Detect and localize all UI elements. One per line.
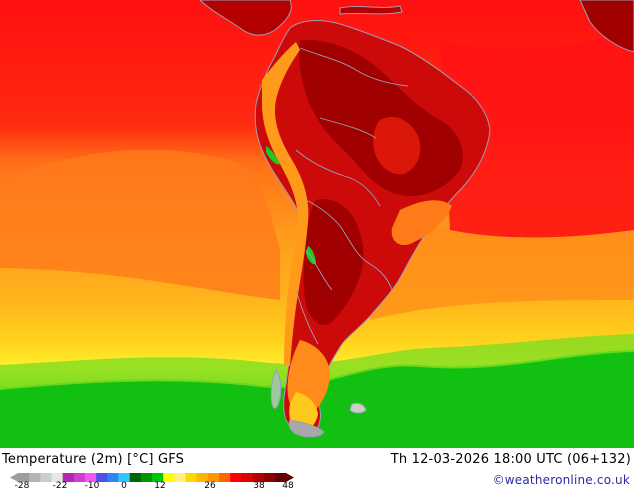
scale-swatch bbox=[207, 473, 220, 482]
scale-swatch bbox=[196, 473, 209, 482]
scale-swatch bbox=[152, 473, 164, 482]
chile-coast-islands bbox=[270, 369, 282, 409]
credit-link[interactable]: ©weatheronline.co.uk bbox=[492, 473, 630, 487]
amazon-hot-region bbox=[299, 39, 463, 196]
scale-tick-label: 48 bbox=[282, 481, 294, 491]
tropical-atlantic-red bbox=[440, 30, 634, 238]
scale-swatch bbox=[230, 473, 242, 482]
scale-swatch bbox=[174, 473, 186, 482]
temperature-map bbox=[0, 0, 634, 448]
caribbean-islands bbox=[339, 5, 403, 15]
chaco-hot-region bbox=[303, 199, 364, 325]
scale-swatch bbox=[85, 473, 97, 482]
scale-swatch bbox=[40, 473, 52, 482]
scale-arrow-left bbox=[10, 473, 18, 482]
brazil-coast-warm bbox=[391, 200, 452, 246]
scale-tick-label: -22 bbox=[52, 481, 68, 491]
scale-swatch bbox=[263, 473, 276, 482]
scale-swatch bbox=[51, 473, 64, 482]
scale-swatch bbox=[252, 473, 265, 482]
scale-tick-label: 12 bbox=[154, 481, 166, 491]
scale-tick-label: 0 bbox=[121, 481, 127, 491]
central-america-land bbox=[199, 0, 292, 36]
scale-swatch bbox=[29, 473, 41, 482]
scale-tick-label: -28 bbox=[14, 481, 30, 491]
scale-tick-label: 38 bbox=[253, 481, 265, 491]
scale-swatch bbox=[107, 473, 119, 482]
falkland-islands bbox=[349, 402, 367, 414]
scale-swatch bbox=[274, 473, 287, 482]
scale-swatch bbox=[219, 473, 231, 482]
scale-swatch bbox=[62, 473, 75, 482]
southern-cool-band bbox=[0, 334, 634, 390]
scale-swatch bbox=[241, 473, 253, 482]
country-borders bbox=[295, 47, 409, 345]
pacific-warm-band bbox=[0, 149, 280, 300]
scale-swatch bbox=[140, 473, 153, 482]
tierra-del-fuego bbox=[288, 419, 325, 438]
scale-swatch bbox=[96, 473, 108, 482]
scale-tick-label: 26 bbox=[204, 481, 216, 491]
brazil-highlands-warm bbox=[373, 116, 421, 175]
scale-tick-label: -10 bbox=[84, 481, 100, 491]
scale-swatch bbox=[185, 473, 198, 482]
scale-swatch bbox=[18, 473, 30, 482]
map-footer: Temperature (2m) [°C] GFS Th 12-03-2026 … bbox=[0, 448, 634, 491]
valid-time: Th 12-03-2026 18:00 UTC (06+132) bbox=[390, 452, 631, 467]
scale-swatch bbox=[73, 473, 86, 482]
andes-orange-strip bbox=[262, 42, 309, 366]
andes-green-patch-north bbox=[266, 146, 280, 165]
map-canvas bbox=[0, 0, 634, 448]
scale-swatch bbox=[163, 473, 175, 482]
map-title: Temperature (2m) [°C] GFS bbox=[2, 452, 185, 467]
color-scale-bar bbox=[10, 473, 294, 482]
scale-swatch bbox=[129, 473, 142, 482]
scale-arrow-right bbox=[286, 473, 294, 482]
andes-green-patch-south bbox=[306, 246, 316, 265]
scale-swatch bbox=[118, 473, 131, 482]
